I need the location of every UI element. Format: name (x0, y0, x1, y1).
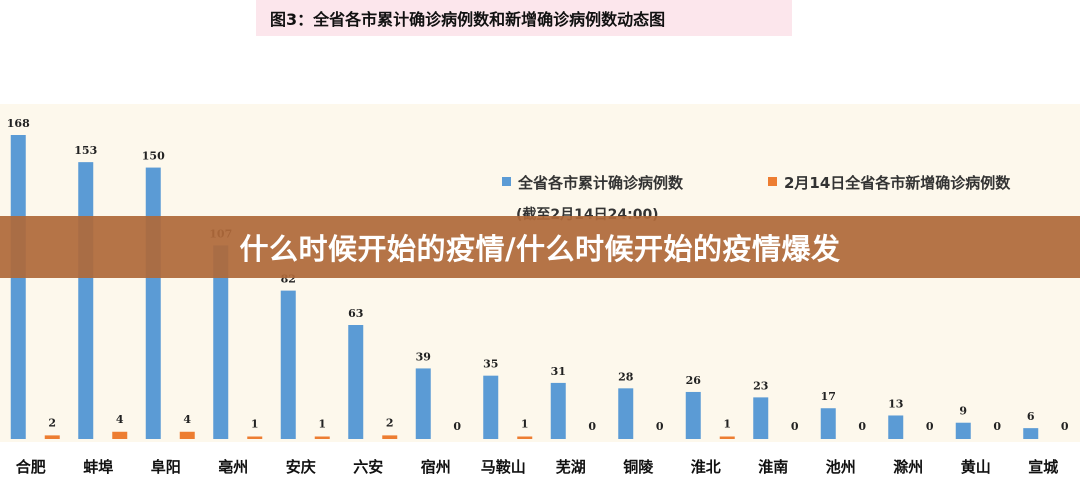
bar-new-3 (179, 431, 195, 439)
data-label-new-1: 2 (48, 416, 56, 429)
data-label-new-16: 0 (1061, 420, 1069, 433)
data-label-cumulative-8: 35 (483, 358, 498, 371)
category-label-8: 马鞍山 (481, 458, 526, 476)
data-label-new-11: 1 (723, 418, 731, 431)
bar-cumulative-11 (685, 391, 701, 439)
data-label-cumulative-14: 13 (888, 397, 903, 410)
data-label-new-9: 0 (588, 420, 596, 433)
data-label-new-13: 0 (858, 420, 866, 433)
category-axis: 合肥 蚌埠 阜阳 亳州 安庆 六安 宿州 马鞍山 芜湖 铜陵 淮北 淮南 池州 滁州 黄山 宣城 (15, 458, 1059, 476)
bar-cumulative-2 (78, 162, 94, 439)
data-label-new-8: 1 (521, 418, 529, 431)
legend-label-new: 2月14日全省各市新增确诊病例数 (784, 174, 1011, 192)
data-label-new-12: 0 (791, 420, 799, 433)
category-label-12: 淮南 (758, 458, 788, 476)
bar-cumulative-6 (348, 325, 364, 439)
legend-swatch-new (768, 177, 777, 186)
figure-title: 图3：全省各市累计确诊病例数和新增确诊病例数动态图 (256, 0, 792, 36)
data-label-new-7: 0 (453, 420, 461, 433)
data-label-new-14: 0 (926, 420, 934, 433)
bar-cumulative-3 (145, 167, 161, 440)
data-label-new-15: 0 (993, 420, 1001, 433)
bar-cumulative-13 (820, 408, 836, 439)
category-label-4: 亳州 (218, 458, 248, 476)
data-label-new-10: 0 (656, 420, 664, 433)
overlay-banner: 什么时候开始的疫情/什么时候开始的疫情爆发 (0, 216, 1080, 278)
bar-cumulative-14 (888, 415, 904, 439)
data-label-new-6: 2 (386, 416, 394, 429)
data-label-cumulative-2: 153 (74, 144, 97, 157)
bar-new-5 (314, 436, 330, 439)
category-label-3: 阜阳 (151, 458, 181, 476)
category-label-1: 合肥 (15, 458, 46, 476)
bar-new-6 (382, 435, 398, 439)
data-label-new-5: 1 (318, 418, 326, 431)
data-label-cumulative-11: 26 (686, 374, 702, 387)
category-label-10: 铜陵 (623, 458, 654, 476)
category-label-6: 六安 (353, 458, 383, 476)
bar-cumulative-12 (753, 397, 769, 439)
category-label-2: 蚌埠 (83, 458, 113, 476)
bar-cumulative-9 (550, 382, 566, 439)
data-label-cumulative-9: 31 (551, 365, 566, 378)
data-label-cumulative-10: 28 (618, 370, 634, 383)
bar-new-4 (247, 436, 263, 439)
bars-layer: 1682153415041071821632390351310280261230… (7, 117, 1069, 440)
bar-chart: 1682153415041071821632390351310280261230… (7, 117, 1069, 440)
data-label-new-4: 1 (251, 418, 259, 431)
category-label-15: 黄山 (961, 458, 991, 476)
data-label-new-3: 4 (183, 413, 191, 426)
category-label-5: 安庆 (286, 458, 316, 476)
data-label-cumulative-16: 6 (1027, 410, 1035, 423)
data-label-new-2: 4 (116, 413, 124, 426)
legend-swatch-cumulative (502, 177, 511, 186)
data-label-cumulative-15: 9 (959, 405, 967, 418)
bar-cumulative-16 (1023, 428, 1039, 439)
bar-new-2 (112, 431, 128, 439)
bar-cumulative-4 (213, 245, 229, 439)
legend-label-cumulative: 全省各市累计确诊病例数 (517, 174, 684, 192)
category-label-14: 滁州 (893, 458, 923, 476)
data-label-cumulative-13: 17 (821, 390, 836, 403)
bar-cumulative-10 (618, 388, 634, 439)
bar-new-11 (719, 436, 735, 439)
overlay-caption: 什么时候开始的疫情/什么时候开始的疫情爆发 (239, 232, 841, 266)
bar-new-1 (44, 435, 60, 439)
category-label-9: 芜湖 (556, 458, 586, 476)
bar-cumulative-1 (10, 135, 26, 439)
category-label-11: 淮北 (691, 458, 721, 476)
bar-cumulative-8 (483, 375, 499, 439)
category-label-16: 宣城 (1028, 458, 1058, 476)
category-label-13: 池州 (826, 458, 856, 476)
bar-cumulative-7 (415, 368, 431, 439)
category-label-7: 宿州 (421, 458, 451, 476)
bar-cumulative-15 (955, 422, 971, 439)
bar-cumulative-5 (280, 290, 296, 439)
data-label-cumulative-1: 168 (7, 117, 30, 130)
bar-new-8 (517, 436, 533, 439)
data-label-cumulative-6: 63 (348, 307, 363, 320)
data-label-cumulative-3: 150 (142, 150, 165, 163)
data-label-cumulative-7: 39 (416, 350, 431, 363)
data-label-cumulative-12: 23 (753, 379, 768, 392)
